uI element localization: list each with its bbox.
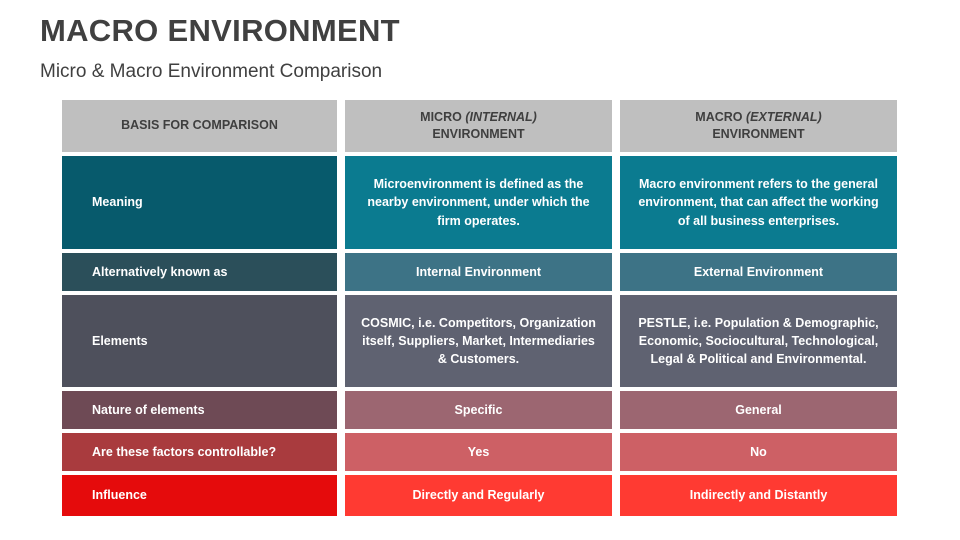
comparison-table: BASIS FOR COMPARISON MICRO (INTERNAL) EN…	[62, 100, 897, 516]
header-micro-environment: MICRO (INTERNAL) ENVIRONMENT	[345, 100, 612, 152]
page-subtitle: Micro & Macro Environment Comparison	[40, 61, 383, 82]
macro-cell-3: General	[620, 391, 897, 429]
header-macro-line1: MACRO (EXTERNAL)	[695, 109, 821, 127]
page-title: MACRO ENVIRONMENT	[40, 13, 400, 48]
macro-cell-5: Indirectly and Distantly	[620, 475, 897, 516]
macro-cell-2: PESTLE, i.e. Population & Demographic, E…	[620, 295, 897, 387]
micro-cell-0: Microenvironment is defined as the nearb…	[345, 156, 612, 249]
header-macro-environment: MACRO (EXTERNAL) ENVIRONMENT	[620, 100, 897, 152]
header-macro-name: MACRO	[695, 109, 743, 124]
row-label-5: Influence	[62, 475, 337, 516]
micro-cell-2: COSMIC, i.e. Competitors, Organization i…	[345, 295, 612, 387]
header-basis-for-comparison: BASIS FOR COMPARISON	[62, 100, 337, 152]
row-label-3: Nature of elements	[62, 391, 337, 429]
micro-cell-1: Internal Environment	[345, 253, 612, 291]
header-macro-line2: ENVIRONMENT	[712, 127, 805, 141]
macro-cell-4: No	[620, 433, 897, 471]
header-micro-qualifier: (INTERNAL)	[465, 109, 537, 124]
header-micro-line1: MICRO (INTERNAL)	[420, 109, 537, 127]
header-macro-qualifier: (EXTERNAL)	[746, 109, 822, 124]
row-label-4: Are these factors controllable?	[62, 433, 337, 471]
row-label-0: Meaning	[62, 156, 337, 249]
micro-cell-3: Specific	[345, 391, 612, 429]
row-label-2: Elements	[62, 295, 337, 387]
micro-cell-4: Yes	[345, 433, 612, 471]
macro-cell-1: External Environment	[620, 253, 897, 291]
header-micro-line2: ENVIRONMENT	[432, 127, 525, 141]
header-basis-label: BASIS FOR COMPARISON	[121, 118, 278, 133]
header-micro-name: MICRO	[420, 109, 462, 124]
row-label-1: Alternatively known as	[62, 253, 337, 291]
micro-cell-5: Directly and Regularly	[345, 475, 612, 516]
macro-cell-0: Macro environment refers to the general …	[620, 156, 897, 249]
